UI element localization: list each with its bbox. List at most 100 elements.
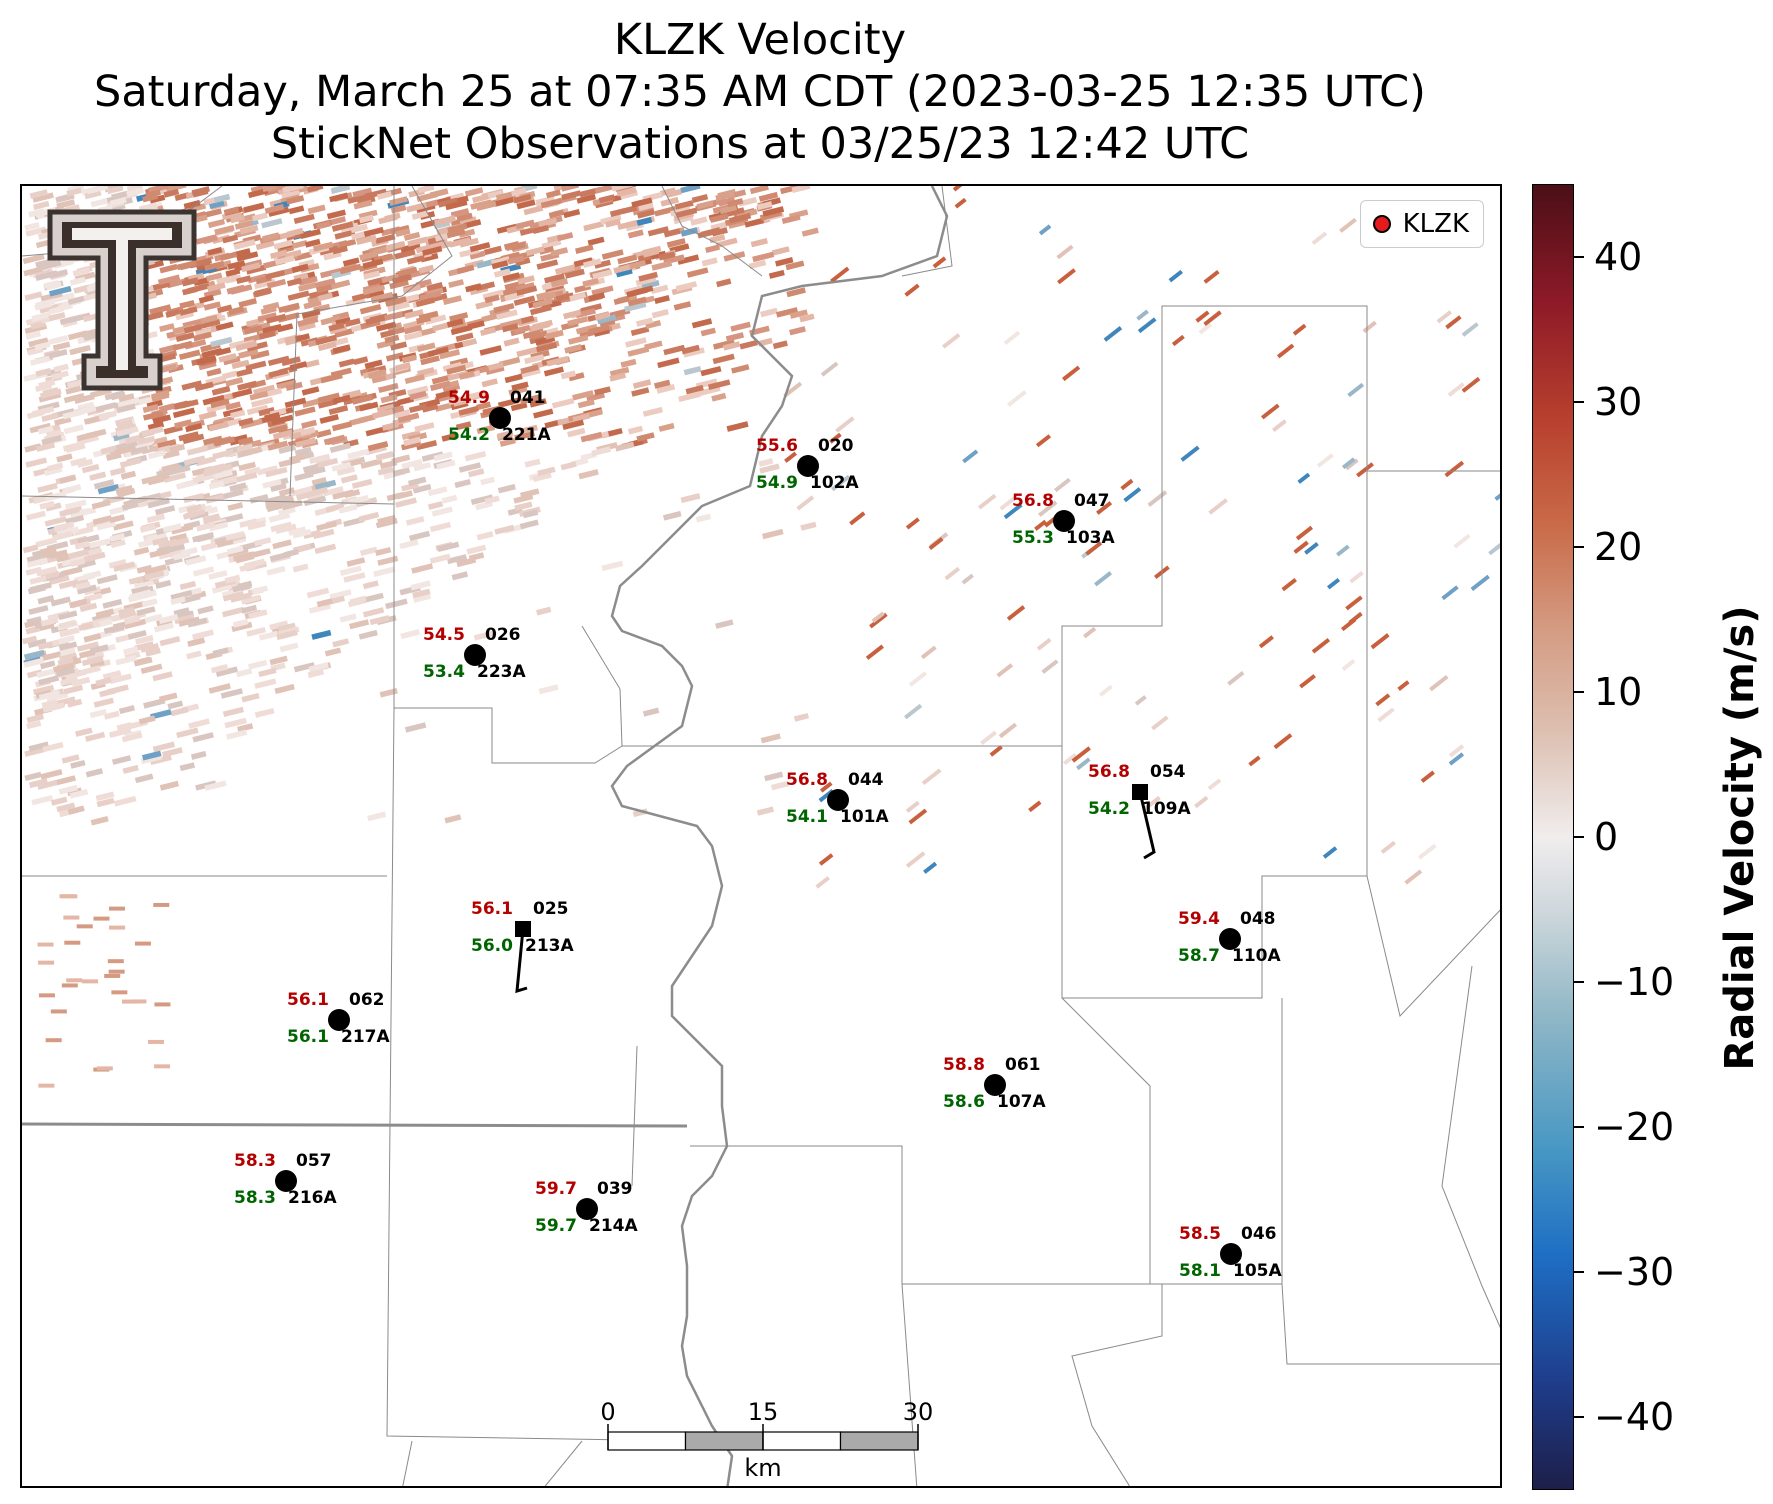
velocity-gate [495, 190, 517, 201]
station-044[interactable]: 56.8 044 54.1 101A [786, 770, 889, 827]
velocity-gate [26, 557, 49, 568]
velocity-gate [759, 463, 780, 474]
station-value-bottom: 55.3 [1012, 528, 1054, 548]
station-039[interactable]: 59.7 039 59.7 214A [535, 1179, 638, 1236]
velocity-gate [238, 461, 256, 472]
velocity-gate [230, 214, 246, 224]
velocity-gate [127, 629, 147, 640]
velocity-gate [650, 284, 669, 295]
velocity-gate [239, 446, 263, 458]
velocity-gate [1316, 453, 1334, 468]
velocity-gate [371, 374, 387, 384]
velocity-gate [271, 414, 294, 426]
velocity-gate [583, 258, 602, 268]
velocity-gate [279, 642, 299, 653]
velocity-gate [314, 479, 337, 491]
station-041[interactable]: 54.9 041 54.2 221A [448, 388, 551, 445]
velocity-gate [312, 528, 335, 540]
station-048[interactable]: 59.4 048 58.7 110A [1178, 909, 1281, 966]
station-circle-marker [464, 644, 486, 666]
station-026[interactable]: 54.5 026 53.4 223A [423, 625, 526, 682]
velocity-gate [789, 326, 806, 336]
velocity-gate [434, 215, 456, 226]
velocity-gate [627, 229, 644, 239]
velocity-gate [367, 441, 389, 452]
velocity-gate [66, 379, 84, 389]
velocity-gate [538, 245, 555, 255]
velocity-gate [577, 399, 595, 409]
station-061[interactable]: 58.8 061 58.6 107A [943, 1055, 1046, 1112]
velocity-gate [159, 636, 181, 647]
station-057[interactable]: 58.3 057 58.3 216A [234, 1151, 337, 1208]
velocity-gate [50, 596, 71, 607]
velocity-gate [1336, 544, 1350, 557]
velocity-gate [728, 212, 752, 224]
velocity-gate [179, 580, 197, 591]
velocity-gate [208, 570, 228, 580]
velocity-gate [928, 537, 944, 551]
map-panel[interactable]: 54.9 041 54.2 221A 55.6 020 54.9 102A 56.8 047 55.… [20, 184, 1502, 1488]
velocity-gate [144, 535, 163, 545]
station-025[interactable]: 56.1 025 56.0 213A [471, 899, 574, 994]
velocity-gate [63, 424, 84, 435]
velocity-gate [462, 338, 478, 348]
velocity-gate [23, 657, 45, 668]
scale-bar-unit: km [744, 1454, 781, 1482]
velocity-gate [650, 250, 667, 260]
velocity-gate [137, 435, 156, 446]
velocity-gate [348, 494, 369, 505]
station-020[interactable]: 55.6 020 54.9 102A [756, 436, 859, 493]
velocity-gate [1341, 457, 1356, 470]
scale-bar-segment [684, 1431, 764, 1451]
station-value-top: 58.5 [1179, 1224, 1221, 1244]
station-062[interactable]: 56.1 062 56.1 217A [287, 990, 390, 1047]
velocity-gate [588, 324, 610, 335]
velocity-gate [657, 357, 680, 369]
velocity-gate [758, 191, 779, 202]
velocity-gate [400, 242, 421, 253]
station-046[interactable]: 58.5 046 58.1 105A [1179, 1224, 1282, 1281]
station-054[interactable]: 56.8 054 54.2 109A [1088, 762, 1191, 860]
velocity-gate [37, 595, 55, 605]
velocity-gate [403, 231, 421, 241]
velocity-gate [265, 269, 286, 280]
velocity-gate [355, 497, 378, 508]
velocity-gate [412, 483, 432, 494]
station-value-bottom: 58.1 [1179, 1261, 1221, 1281]
velocity-gate [1137, 317, 1157, 334]
velocity-gate [427, 501, 444, 510]
station-id: 026 [485, 625, 521, 645]
station-047[interactable]: 56.8 047 55.3 103A [1012, 491, 1115, 548]
velocity-gate [325, 502, 345, 513]
velocity-gate [49, 305, 65, 315]
velocity-gate [39, 303, 60, 314]
velocity-gate [214, 436, 236, 447]
velocity-gate [677, 254, 700, 265]
velocity-gate [572, 390, 594, 401]
velocity-gate [675, 281, 698, 292]
velocity-gate [801, 227, 819, 237]
velocity-gate [77, 534, 100, 545]
velocity-gate [314, 543, 337, 555]
velocity-gate [118, 393, 135, 403]
velocity-gate [328, 405, 349, 415]
velocity-gate [95, 791, 115, 802]
velocity-gate [147, 1039, 164, 1044]
velocity-gate [107, 959, 124, 964]
velocity-gate [380, 393, 398, 404]
velocity-gate [658, 251, 676, 261]
velocity-gate [51, 530, 73, 541]
velocity-gate [108, 558, 127, 569]
velocity-gate [380, 329, 396, 339]
velocity-gate [171, 523, 194, 535]
velocity-gate [496, 430, 514, 440]
velocity-gate [24, 771, 42, 782]
velocity-gate [758, 458, 774, 467]
velocity-gate [37, 942, 54, 947]
velocity-gate [1362, 320, 1377, 334]
velocity-gate [192, 472, 215, 484]
velocity-gate [294, 406, 316, 417]
velocity-gate [908, 671, 927, 687]
velocity-gate [1098, 684, 1113, 697]
velocity-gate [614, 441, 635, 452]
